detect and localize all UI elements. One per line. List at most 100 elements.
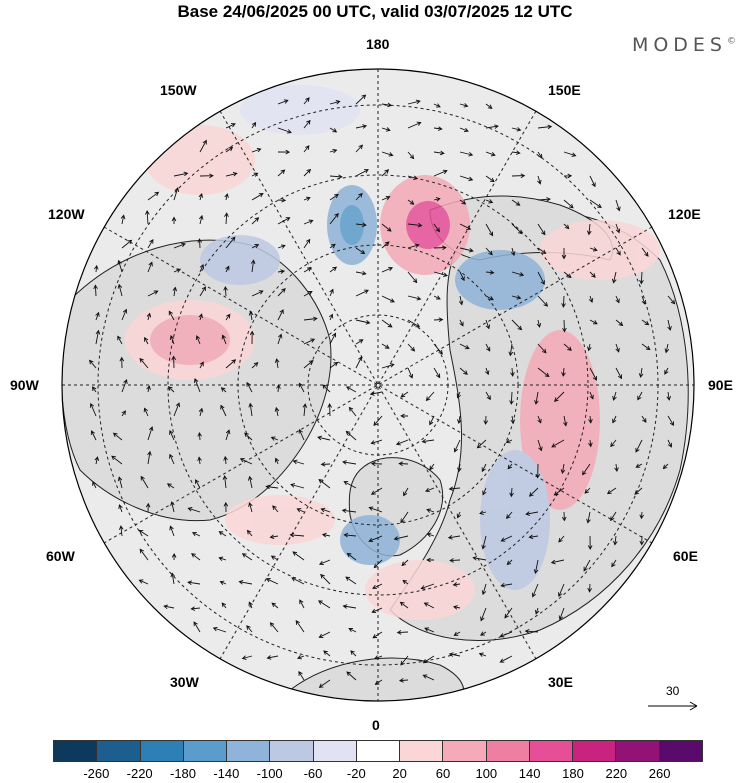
wind-arrow [139,548,149,561]
wind-arrow [480,607,487,622]
wind-arrow [329,243,336,249]
wind-arrow [433,295,441,300]
wind-arrow [395,439,409,446]
wind-arrow [318,600,331,609]
wind-arrow [449,558,461,563]
wind-arrow [88,359,97,369]
wind-arrow [425,391,435,402]
wind-arrow [393,535,409,541]
wind-arrow [381,169,390,177]
wind-arrow [173,268,182,273]
wind-arrow [173,171,189,177]
wind-arrow [265,484,279,490]
wind-arrow [558,535,565,543]
wind-arrow [499,631,513,638]
wind-arrow [277,288,286,297]
wind-arrow [458,295,464,306]
wind-arrow [271,602,279,609]
wind-arrow [561,295,566,308]
wind-arrow [277,197,287,203]
wind-arrow [485,247,493,256]
wind-arrow [297,655,305,660]
wind-arrow [485,295,494,301]
wind-arrow [198,313,203,321]
wind-arrow [589,367,597,381]
wind-arrow [91,386,97,393]
wind-arrow [459,175,474,182]
colorbar-tick-label: -60 [303,766,323,781]
wind-arrow [274,457,280,465]
brand-text: MODES [631,34,727,56]
wind-arrow [222,475,228,489]
wind-arrow [505,439,513,444]
wind-arrow [511,271,525,277]
wind-arrow [277,169,286,177]
wind-arrow [429,415,435,426]
wind-arrow [112,432,123,441]
wind-arrow [355,289,369,297]
wind-arrow [459,271,465,282]
wind-arrow [634,487,643,495]
wind-arrow [241,655,253,660]
anomaly-positive [540,220,660,280]
wind-arrow [172,286,178,297]
wind-arrow [480,631,487,636]
wind-arrow [221,602,227,609]
wind-arrow [195,335,201,345]
wind-arrow [554,391,565,402]
wind-arrow [511,319,523,331]
reference-vector-label: 30 [666,684,680,698]
wind-arrow [289,532,305,538]
wind-arrow [667,295,676,305]
wind-arrow [355,144,364,153]
wind-arrow [248,502,253,513]
wind-arrow [251,362,259,369]
wind-arrow [400,655,409,666]
wind-arrow [146,385,151,393]
wind-arrow [277,333,283,345]
colorbar-swatch [616,740,660,762]
wind-arrow [662,463,669,470]
wind-arrow [270,555,279,561]
wind-arrow [239,458,253,465]
wind-arrow [117,335,123,345]
wind-arrow [355,222,367,228]
wind-arrow [138,579,149,585]
wind-arrow [346,671,357,681]
colorbar-swatch [529,740,574,762]
wind-arrow [92,481,97,489]
wind-arrow [190,606,201,611]
wind-arrow [277,127,292,134]
wind-arrow [199,264,204,273]
height-anomaly-fields [125,85,660,620]
wind-arrow [511,127,522,132]
wind-arrow [561,511,567,522]
copyright-mark: © [727,36,736,47]
wind-arrow [248,310,254,321]
wind-arrow [610,439,617,448]
wind-arrow [274,406,280,417]
wind-arrow [537,343,547,354]
wind-arrow [433,271,449,277]
wind-arrow [193,621,201,633]
wind-arrow [225,236,236,249]
wind-arrow [223,501,229,513]
wind-arrow [147,450,152,465]
wind-arrow [348,406,357,417]
wind-arrow [664,343,670,354]
wind-arrow [223,285,228,297]
wind-arrow [225,171,238,177]
wind-arrow [303,238,311,249]
wind-arrow [329,266,338,273]
wind-arrow [121,239,133,249]
wind-arrow [381,363,395,369]
wind-arrow [528,534,539,540]
wind-arrow [459,247,474,253]
wind-arrow [249,330,255,345]
wind-arrow [485,391,491,401]
wind-arrow [169,453,175,465]
wind-arrow [89,402,97,417]
colorbar-tick-label: -220 [126,766,153,781]
wind-arrow [303,291,313,297]
